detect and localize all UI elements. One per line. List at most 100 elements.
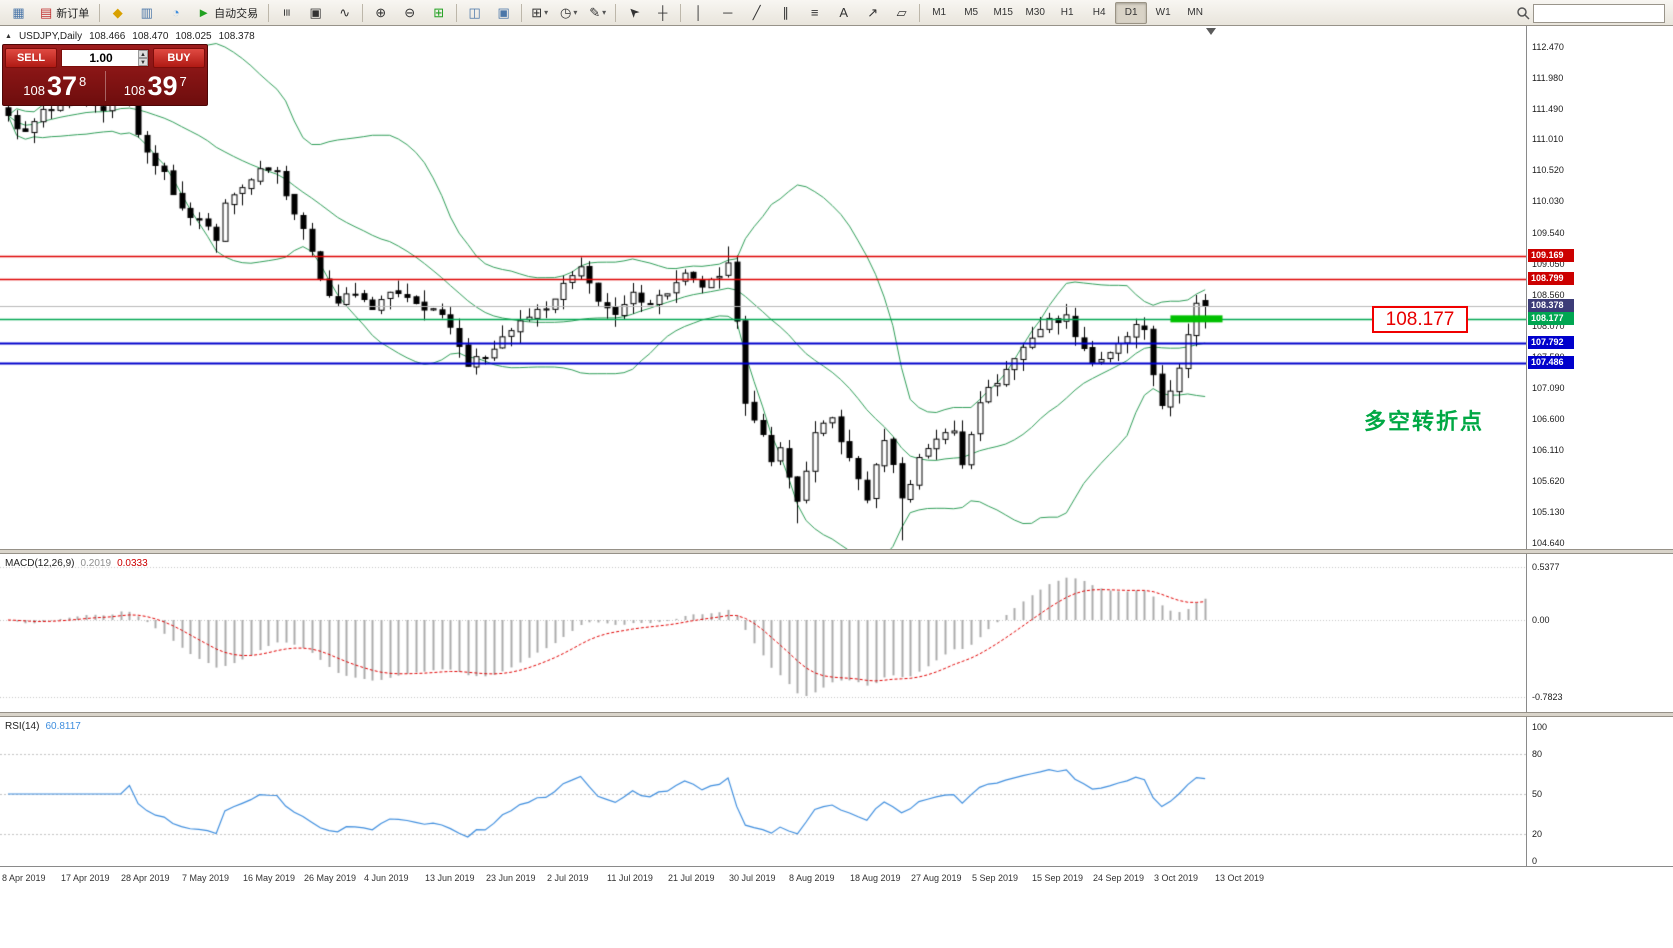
volume-up-button[interactable]: ▲ xyxy=(138,49,148,58)
date-label: 13 Oct 2019 xyxy=(1215,873,1265,883)
buy-price[interactable]: 108 39 7 xyxy=(106,71,206,101)
macd-panel-canvas[interactable] xyxy=(0,554,1526,713)
arrow-object-icon[interactable]: ↗ xyxy=(858,2,887,24)
bar-chart-icon-glyph-icon: ≡ xyxy=(279,8,295,17)
timeframe-h1[interactable]: H1 xyxy=(1051,2,1083,24)
tile-windows-icon[interactable]: ◫ xyxy=(460,2,489,24)
rsi-indicator-label: RSI(14) 60.8117 xyxy=(5,721,81,732)
arrow-object-icon-glyph-icon: ↗ xyxy=(867,5,879,20)
macd-scale-tick: 0.5377 xyxy=(1532,562,1560,572)
date-label: 7 May 2019 xyxy=(182,873,230,883)
price-tag: 108.799 xyxy=(1528,272,1574,285)
toolbar: ▦ ▤ 新订单 ◆ ▥ ◔ ► 自动交易 ≡ ▣ ∿ ⊕ ⊖ ⊞ ◫ ▣ ⊞ ▾ ◷ ▾ ✎ ▾ ➤ ┼ │ ─ ╱ ∥ ≡ A ↗ ▱ M1 M… xyxy=(0,0,1673,26)
chart-shift-marker[interactable] xyxy=(1206,28,1216,35)
terminal-icon-glyph-icon: ▦ xyxy=(12,5,25,20)
buy-price-big: 39 xyxy=(147,71,178,101)
terminal-icon[interactable]: ▦ xyxy=(4,2,33,24)
channel-icon[interactable]: ∥ xyxy=(771,2,800,24)
sell-price-handle: 108 xyxy=(23,83,45,98)
dropdown-arrow-icon: ▾ xyxy=(573,8,578,17)
timeframe-w1[interactable]: W1 xyxy=(1147,2,1179,24)
strategy-tester-icon[interactable]: ◔ xyxy=(161,2,190,24)
rsi-scale-tick: 50 xyxy=(1532,789,1543,799)
toolbar-separator xyxy=(362,3,364,22)
line-chart-icon-glyph-icon: ∿ xyxy=(339,5,351,20)
dropdown-arrow-icon: ▾ xyxy=(544,8,549,17)
arrange-windows-icon[interactable]: ▣ xyxy=(489,2,518,24)
price-tag: 108.378 xyxy=(1528,299,1574,312)
timeframe-mn-label: MN xyxy=(1187,7,1203,18)
volume-down-button[interactable]: ▼ xyxy=(138,57,148,66)
horizontal-line-icon[interactable]: ─ xyxy=(713,2,742,24)
zoom-in-icon[interactable]: ⊕ xyxy=(366,2,395,24)
toolbar-separator xyxy=(521,3,523,22)
date-label: 23 Jun 2019 xyxy=(486,873,536,883)
buy-button[interactable]: BUY xyxy=(153,47,205,68)
price-scale-tick: 108.560 xyxy=(1532,290,1565,300)
date-label: 2 Jul 2019 xyxy=(547,873,589,883)
autotrading-button[interactable]: ► 自动交易 xyxy=(190,2,265,24)
horizontal-line-icon-glyph-icon: ─ xyxy=(723,5,733,20)
crosshair-icon[interactable]: ┼ xyxy=(648,2,677,24)
market-watch-icon[interactable]: ▥ xyxy=(132,2,161,24)
price-scale[interactable]: 112.470 111.980 111.490 111.010 110.520 110.0… xyxy=(1526,26,1673,890)
new-order-button-label: 新订单 xyxy=(56,7,90,20)
price-chart-canvas[interactable] xyxy=(0,26,1526,550)
price-scale-tick: 111.980 xyxy=(1532,73,1564,83)
timeframe-m15[interactable]: M15 xyxy=(987,2,1019,24)
strategy-tester-icon-glyph-icon: ◔ xyxy=(171,5,180,20)
timeframe-m30[interactable]: M30 xyxy=(1019,2,1051,24)
macd-indicator-label: MACD(12,26,9) 0.2019 0.0333 xyxy=(5,558,148,569)
volume-input[interactable] xyxy=(61,48,149,67)
timeframe-h1-label: H1 xyxy=(1060,7,1074,18)
date-label: 26 May 2019 xyxy=(304,873,357,883)
shapes-icon[interactable]: ▱ xyxy=(887,2,916,24)
symbol-search-input[interactable] xyxy=(1533,3,1665,23)
date-label: 16 May 2019 xyxy=(243,873,296,883)
templates-button[interactable]: ✎ ▾ xyxy=(583,2,612,24)
timeframe-mn[interactable]: MN xyxy=(1179,2,1211,24)
sell-button[interactable]: SELL xyxy=(5,47,57,68)
indicators-icon[interactable]: ⊞ xyxy=(424,2,453,24)
metaeditor-icon[interactable]: ◆ xyxy=(103,2,132,24)
timeframe-d1[interactable]: D1 xyxy=(1115,1,1148,24)
toolbar-separator xyxy=(456,3,458,22)
trendline-icon[interactable]: ╱ xyxy=(742,2,771,24)
sell-price[interactable]: 108 37 8 xyxy=(5,71,105,101)
buy-price-pip: 7 xyxy=(179,74,187,89)
candlestick-chart-icon[interactable]: ▣ xyxy=(301,2,330,24)
bar-chart-icon[interactable]: ≡ xyxy=(272,2,301,24)
date-label: 3 Oct 2019 xyxy=(1154,873,1199,883)
pane-separator[interactable] xyxy=(0,712,1673,717)
rsi-scale-tick: 20 xyxy=(1532,829,1543,839)
periods-button[interactable]: ◷ ▾ xyxy=(554,2,583,24)
annotation-text[interactable]: 多空转折点 xyxy=(1364,409,1485,434)
collapse-arrow-icon[interactable]: ▲ xyxy=(5,33,12,40)
toolbar-separator xyxy=(919,3,921,22)
timeframe-m1[interactable]: M1 xyxy=(923,2,955,24)
zoom-out-icon[interactable]: ⊖ xyxy=(395,2,424,24)
timeframe-h4[interactable]: H4 xyxy=(1083,2,1115,24)
text-icon[interactable]: A xyxy=(829,2,858,24)
line-chart-icon[interactable]: ∿ xyxy=(330,2,359,24)
date-label: 13 Jun 2019 xyxy=(425,873,475,883)
date-label: 8 Aug 2019 xyxy=(789,873,835,883)
sell-price-big: 37 xyxy=(46,71,77,101)
price-label-box[interactable]: 108.177 xyxy=(1372,306,1468,333)
vertical-line-icon[interactable]: │ xyxy=(684,2,713,24)
time-axis[interactable]: 8 Apr 2019 17 Apr 2019 28 Apr 2019 7 May 20… xyxy=(0,866,1673,891)
toolbar-separator xyxy=(680,3,682,22)
price-scale-tick: 106.600 xyxy=(1532,414,1565,424)
macd-scale-tick: 0.00 xyxy=(1532,615,1550,625)
rsi-panel-canvas[interactable] xyxy=(0,717,1526,866)
fibonacci-icon[interactable]: ≡ xyxy=(800,2,829,24)
pane-separator[interactable] xyxy=(0,549,1673,554)
symbol-info: ▲ USDJPY,Daily 108.466 108.470 108.025 1… xyxy=(5,31,255,42)
new-order-button[interactable]: ▤ 新订单 xyxy=(33,2,96,24)
new-chart-button[interactable]: ⊞ ▾ xyxy=(525,2,554,24)
rsi-name: RSI(14) xyxy=(5,721,40,732)
timeframe-m5[interactable]: M5 xyxy=(955,2,987,24)
ohlc-open: 108.466 xyxy=(89,31,126,42)
cursor-icon[interactable]: ➤ xyxy=(619,2,648,24)
new-chart-glyph-icon: ⊞ xyxy=(531,5,543,20)
